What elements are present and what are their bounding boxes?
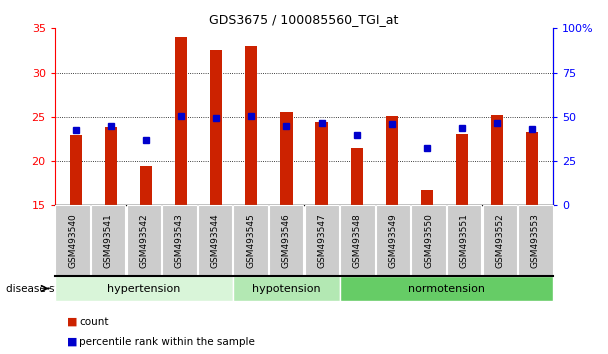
- Bar: [491, 115, 503, 205]
- Text: GSM493548: GSM493548: [353, 213, 362, 268]
- Bar: [351, 148, 363, 205]
- Bar: [456, 133, 468, 205]
- Text: GSM493540: GSM493540: [68, 213, 77, 268]
- Bar: [245, 46, 257, 205]
- Bar: [385, 116, 398, 205]
- Bar: [140, 166, 152, 205]
- Text: GSM493551: GSM493551: [460, 213, 469, 268]
- Bar: [526, 132, 538, 205]
- Bar: [316, 122, 328, 205]
- Bar: [280, 113, 292, 205]
- Text: GSM493543: GSM493543: [175, 213, 184, 268]
- Text: ■: ■: [67, 317, 77, 327]
- Text: GSM493547: GSM493547: [317, 213, 326, 268]
- Text: disease state: disease state: [6, 284, 75, 293]
- Text: GSM493553: GSM493553: [531, 213, 540, 268]
- Text: hypertension: hypertension: [107, 284, 181, 293]
- Bar: [175, 37, 187, 205]
- Text: GSM493550: GSM493550: [424, 213, 433, 268]
- Text: GSM493542: GSM493542: [139, 213, 148, 268]
- Text: hypotension: hypotension: [252, 284, 320, 293]
- Text: normotension: normotension: [408, 284, 485, 293]
- Text: ■: ■: [67, 337, 77, 347]
- Text: count: count: [79, 317, 109, 327]
- Text: GSM493541: GSM493541: [103, 213, 112, 268]
- Title: GDS3675 / 100085560_TGI_at: GDS3675 / 100085560_TGI_at: [209, 13, 399, 26]
- Bar: [210, 50, 223, 205]
- Text: percentile rank within the sample: percentile rank within the sample: [79, 337, 255, 347]
- Text: GSM493552: GSM493552: [496, 213, 505, 268]
- Bar: [70, 135, 82, 205]
- Text: GSM493549: GSM493549: [389, 213, 398, 268]
- Text: GSM493544: GSM493544: [210, 213, 219, 268]
- Bar: [105, 127, 117, 205]
- Bar: [421, 190, 433, 205]
- Text: GSM493546: GSM493546: [282, 213, 291, 268]
- Text: GSM493545: GSM493545: [246, 213, 255, 268]
